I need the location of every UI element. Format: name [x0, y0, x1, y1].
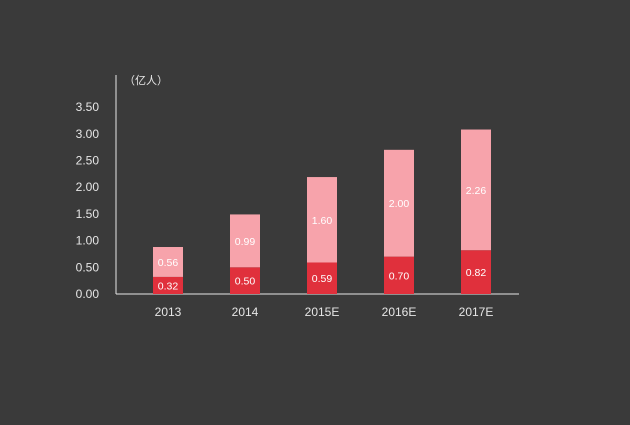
bar-segment-upper [461, 129, 491, 251]
bar-value-label: 0.70 [389, 270, 410, 282]
bar-value-label: 0.99 [235, 236, 256, 248]
bar-value-label: 2.26 [466, 185, 487, 197]
bar-value-label: 1.60 [312, 215, 333, 227]
x-tick-label: 2015E [305, 305, 340, 319]
bar-value-label: 0.59 [312, 273, 333, 285]
y-tick-label: 1.50 [76, 207, 100, 221]
bar-segment-upper [230, 214, 260, 268]
y-tick-labels: 0.00 0.50 1.00 1.50 2.00 2.50 3.00 3.50 [76, 100, 100, 301]
bar-value-label: 0.50 [235, 276, 256, 288]
bar-segment-lower [153, 276, 183, 294]
y-tick-label: 0.00 [76, 287, 100, 301]
bar-segment-lower [384, 256, 414, 294]
x-tick-label: 2014 [232, 305, 259, 319]
y-tick-label: 1.00 [76, 234, 100, 248]
bar-value-label: 0.32 [158, 280, 179, 292]
bar-segment-lower [307, 262, 337, 294]
bar-segment-lower [230, 267, 260, 294]
x-tick-label: 2017E [459, 305, 494, 319]
bar-value-label: 2.00 [389, 198, 410, 210]
y-tick-label: 0.50 [76, 260, 100, 274]
bar-segment-upper [384, 149, 414, 257]
bar-segment-lower [461, 250, 491, 294]
bar-value-label: 0.82 [466, 267, 487, 279]
bar-segment-upper [307, 177, 337, 263]
y-tick-label: 2.50 [76, 154, 100, 168]
bar-segment-upper [153, 247, 183, 277]
bar-value-label: 0.56 [158, 257, 179, 269]
x-tick-label: 2013 [155, 305, 182, 319]
y-tick-label: 2.00 [76, 180, 100, 194]
x-tick-label: 2016E [382, 305, 417, 319]
x-tick-labels: 2013 2014 2015E 2016E 2017E [155, 305, 494, 319]
y-axis-unit-label: （亿人） [124, 74, 168, 87]
y-tick-label: 3.00 [76, 127, 100, 141]
y-tick-label: 3.50 [76, 100, 100, 114]
bars: 0.32 0.56 0.50 0.99 0.59 1.60 0.70 2.00 0.82 2.26 [153, 129, 491, 294]
